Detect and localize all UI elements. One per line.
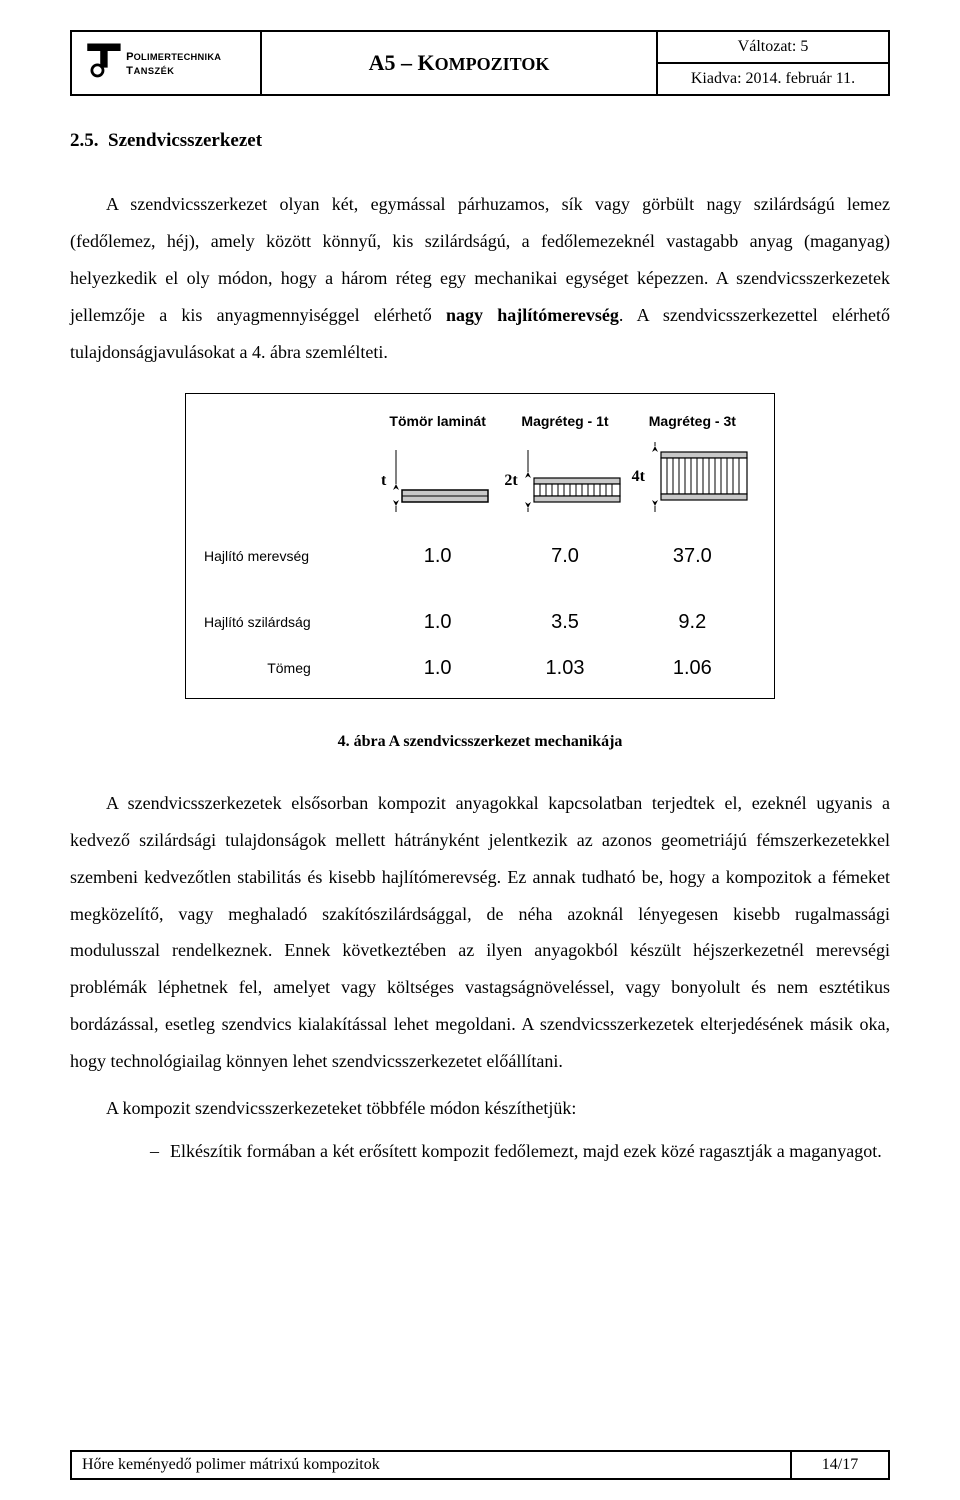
bullet-list: Elkészítik formában a két erősített komp… bbox=[150, 1133, 890, 1170]
page-footer: Hőre keményedő polimer mátrixú kompozito… bbox=[70, 1450, 890, 1480]
fig-header-1: Tömör laminát bbox=[374, 410, 501, 432]
logo-text-2: ANSZÉK bbox=[134, 66, 175, 76]
doc-meta: Változat: 5 Kiadva: 2014. február 11. bbox=[658, 32, 888, 94]
paragraph-3: A kompozit szendvicsszerkezeteket többfé… bbox=[70, 1090, 890, 1127]
paragraph-1: A szendvicsszerkezet olyan két, egymássa… bbox=[70, 186, 890, 370]
figure-diagram-row: t 2t bbox=[204, 442, 756, 512]
diagram-sandwich-4t: 4t bbox=[629, 442, 756, 512]
version-label: Változat: 5 bbox=[658, 32, 888, 64]
polimertechnika-logo: P OLIMERTECHNIKA T ANSZÉK bbox=[78, 38, 254, 88]
logo-text-1: OLIMERTECHNIKA bbox=[134, 52, 222, 62]
figure-header-row: Tömör laminát Magréteg - 1t Magréteg - 3… bbox=[204, 410, 756, 432]
list-item: Elkészítik formában a két erősített komp… bbox=[150, 1133, 890, 1170]
logo: P OLIMERTECHNIKA T ANSZÉK bbox=[72, 32, 262, 94]
figure-caption: 4. ábra A szendvicsszerkezet mechanikája bbox=[70, 729, 890, 755]
fig-row-mass: Tömeg 1.0 1.03 1.06 bbox=[204, 652, 756, 684]
fig-row-strength: Hajlító szilárdság 1.0 3.5 9.2 bbox=[204, 606, 756, 638]
date-label: Kiadva: 2014. február 11. bbox=[658, 64, 888, 94]
section-heading: 2.5. Szendvicsszerkezet bbox=[70, 126, 890, 156]
svg-text:T: T bbox=[126, 65, 133, 77]
fig-header-3: Magréteg - 3t bbox=[629, 410, 756, 432]
diagram-laminate: t bbox=[374, 450, 501, 512]
doc-title: A5 – KOMPOZITOK bbox=[262, 32, 658, 94]
fig-header-2: Magréteg - 1t bbox=[501, 410, 628, 432]
footer-title: Hőre keményedő polimer mátrixú kompozito… bbox=[72, 1452, 792, 1478]
page-header: P OLIMERTECHNIKA T ANSZÉK A5 – KOMPOZITO… bbox=[70, 30, 890, 96]
footer-page: 14/17 bbox=[792, 1452, 888, 1478]
fig-row-stiffness: Hajlító merevség 1.0 7.0 37.0 bbox=[204, 540, 756, 572]
paragraph-2: A szendvicsszerkezetek elsősorban kompoz… bbox=[70, 785, 890, 1080]
diagram-sandwich-2t: 2t bbox=[501, 450, 628, 512]
figure-box: Tömör laminát Magréteg - 1t Magréteg - 3… bbox=[185, 393, 775, 699]
